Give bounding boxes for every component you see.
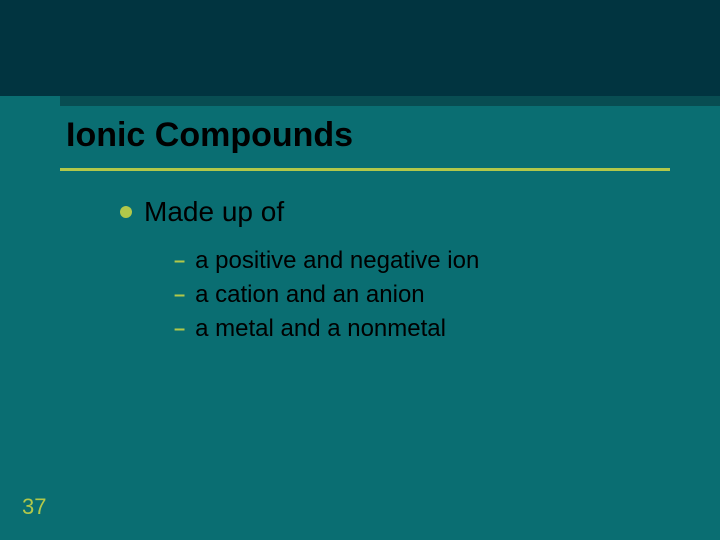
bullet-level2: – a metal and a nonmetal <box>174 314 680 344</box>
dash-icon: – <box>174 246 185 276</box>
header-band <box>0 0 720 96</box>
dot-icon <box>120 206 132 218</box>
slide: Ionic Compounds Made up of – a positive … <box>0 0 720 540</box>
level2-text: a cation and an anion <box>195 280 425 310</box>
bullet-level2: – a positive and negative ion <box>174 246 680 276</box>
title-underline <box>60 168 670 171</box>
page-number: 37 <box>22 494 46 520</box>
content-area: Made up of – a positive and negative ion… <box>120 196 680 348</box>
level2-text: a positive and negative ion <box>195 246 479 276</box>
slide-title: Ionic Compounds <box>66 116 353 155</box>
level1-text: Made up of <box>144 196 284 228</box>
dash-icon: – <box>174 280 185 310</box>
sublist: – a positive and negative ion – a cation… <box>174 246 680 344</box>
bullet-level2: – a cation and an anion <box>174 280 680 310</box>
dash-icon: – <box>174 314 185 344</box>
shadow-strip <box>60 96 720 106</box>
level2-text: a metal and a nonmetal <box>195 314 446 344</box>
bullet-level1: Made up of <box>120 196 680 228</box>
